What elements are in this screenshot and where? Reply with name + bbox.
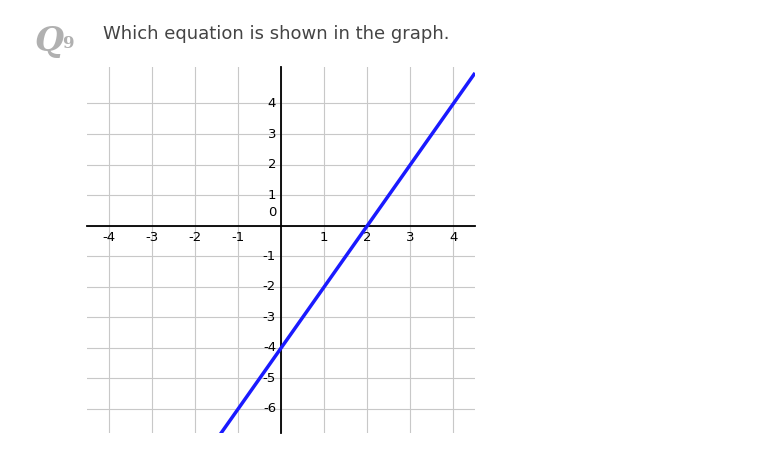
Text: 3: 3	[268, 128, 276, 141]
Text: -1: -1	[232, 231, 245, 244]
Text: 4: 4	[449, 231, 458, 244]
Text: 2: 2	[363, 231, 372, 244]
Text: -4: -4	[263, 341, 276, 355]
Text: 1: 1	[268, 189, 276, 201]
Text: 0: 0	[268, 206, 276, 219]
Text: -5: -5	[263, 372, 276, 385]
Text: 2: 2	[268, 158, 276, 171]
Text: 3: 3	[406, 231, 415, 244]
Text: -6: -6	[263, 402, 276, 415]
Text: 4: 4	[268, 97, 276, 110]
Text: Which equation is shown in the graph.: Which equation is shown in the graph.	[103, 25, 449, 43]
Text: -3: -3	[263, 311, 276, 324]
Text: -2: -2	[188, 231, 201, 244]
Text: 1: 1	[320, 231, 328, 244]
Text: -4: -4	[103, 231, 116, 244]
Text: 9: 9	[62, 35, 74, 52]
Text: Q: Q	[34, 25, 63, 59]
Text: -3: -3	[145, 231, 159, 244]
Text: -2: -2	[263, 280, 276, 293]
Text: -1: -1	[263, 250, 276, 263]
